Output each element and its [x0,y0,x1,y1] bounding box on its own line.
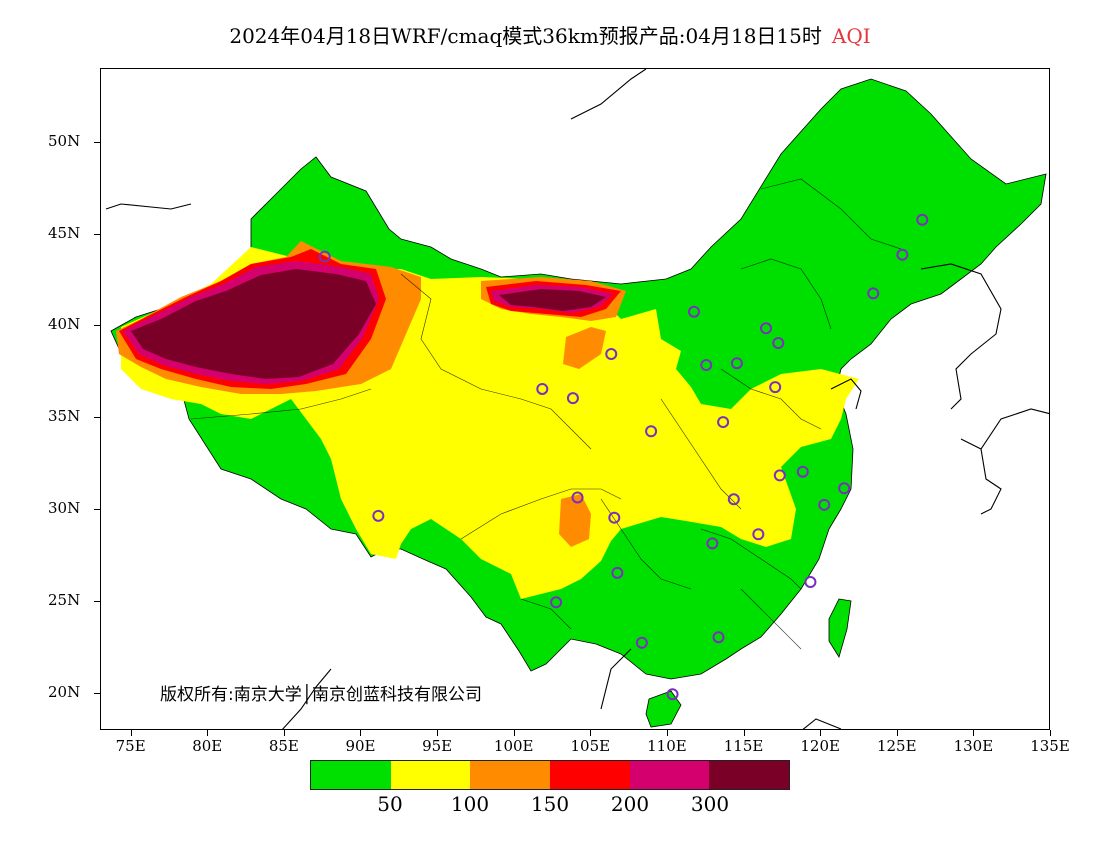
maroon-region [131,269,376,379]
title-variable: AQI [831,24,871,48]
lon-tick-mark [130,730,132,736]
station-marker [700,359,713,372]
lon-tick-mark [207,730,209,736]
legend-label: 150 [530,792,570,816]
station-marker [666,688,679,701]
lat-tick-label: 40N [48,315,81,334]
station-marker [571,491,584,504]
legend-swatch [550,761,630,789]
station-marker [318,250,331,263]
legend-swatch [709,761,790,789]
station-marker [611,566,624,579]
lat-tick-mark [94,601,100,603]
station-marker [916,213,929,226]
legend-swatch [470,761,551,789]
lon-tick-label: 85E [268,737,299,755]
lon-tick-label: 110E [647,737,687,755]
station-marker [536,382,549,395]
copyright-notice: 版权所有:南京大学│南京创蓝科技有限公司 [160,685,482,705]
green-island-hainan [645,690,682,728]
station-marker [818,498,831,511]
lat-tick-label: 50N [48,131,81,150]
orange-region-4 [559,494,591,547]
legend-swatch [629,761,710,789]
lon-tick-label: 105E [570,737,611,755]
station-marker [645,425,658,438]
lon-tick-mark [666,730,668,736]
lon-tick-label: 75E [115,737,146,755]
lat-tick-mark [94,325,100,327]
lon-tick-mark [820,730,822,736]
lon-tick-mark [437,730,439,736]
station-marker [752,528,765,541]
lat-tick-mark [94,417,100,419]
lat-tick-mark [94,233,100,235]
lat-tick-label: 20N [48,683,81,702]
legend-swatch [390,761,471,789]
station-marker [550,596,563,609]
lon-tick-label: 80E [192,737,223,755]
station-marker [687,305,700,318]
orange-region-3 [563,327,606,369]
station-marker [566,392,579,405]
station-marker [605,348,618,361]
legend-label: 300 [690,792,730,816]
lon-tick-mark [896,730,898,736]
lon-tick-label: 100E [493,737,534,755]
neighbour-outlines [105,69,1049,729]
map-title: 2024年04月18日WRF/cmaq模式36km预报产品:04月18日15时 A… [0,20,1100,49]
green-island-taiwan [828,598,852,658]
legend-swatch [311,761,391,789]
station-marker [717,416,730,429]
map-fields [110,78,1047,728]
lat-tick-label: 30N [48,499,81,518]
station-marker [838,482,851,495]
lon-tick-label: 125E [876,737,917,755]
station-marker [760,322,772,335]
legend-label: 100 [450,792,490,816]
lon-tick-mark [590,730,592,736]
lat-tick-label: 45N [48,223,81,242]
monitoring-stations [318,213,929,701]
station-marker [773,469,786,482]
lon-tick-label: 90E [345,737,376,755]
lon-tick-label: 115E [723,737,764,755]
map-frame [100,68,1050,730]
lon-tick-label: 95E [422,737,453,755]
station-marker [727,493,740,506]
lat-tick-label: 35N [48,407,81,426]
lon-tick-mark [513,730,515,736]
lon-tick-mark [973,730,975,736]
station-marker [712,631,725,644]
lon-tick-mark [1050,730,1051,736]
legend-label: 50 [377,792,403,816]
lat-tick-label: 25N [48,591,81,610]
lon-tick-mark [360,730,362,736]
station-marker [635,636,648,649]
station-marker [372,509,385,522]
lon-tick-label: 120E [800,737,840,755]
maroon-region-2 [499,289,606,311]
lat-tick-mark [94,693,100,695]
station-marker [730,357,743,370]
lat-tick-mark [94,141,100,143]
station-marker [867,287,880,300]
lon-tick-mark [283,730,285,736]
lat-tick-mark [94,509,100,511]
station-marker [804,576,817,589]
aqi-map [105,69,1049,729]
title-text: 2024年04月18日WRF/cmaq模式36km预报产品:04月18日15时 [229,24,822,48]
station-marker [896,248,909,261]
station-marker [769,381,782,394]
station-marker [608,511,621,524]
station-marker [706,537,719,550]
station-marker [772,336,785,349]
province-boundaries [190,178,902,650]
station-marker [796,465,809,478]
lon-tick-label: 130E [953,737,994,755]
aqi-legend-bar [310,760,790,790]
legend-label: 200 [610,792,650,816]
lon-tick-mark [743,730,745,736]
lon-tick-label: 135E [1030,737,1070,755]
